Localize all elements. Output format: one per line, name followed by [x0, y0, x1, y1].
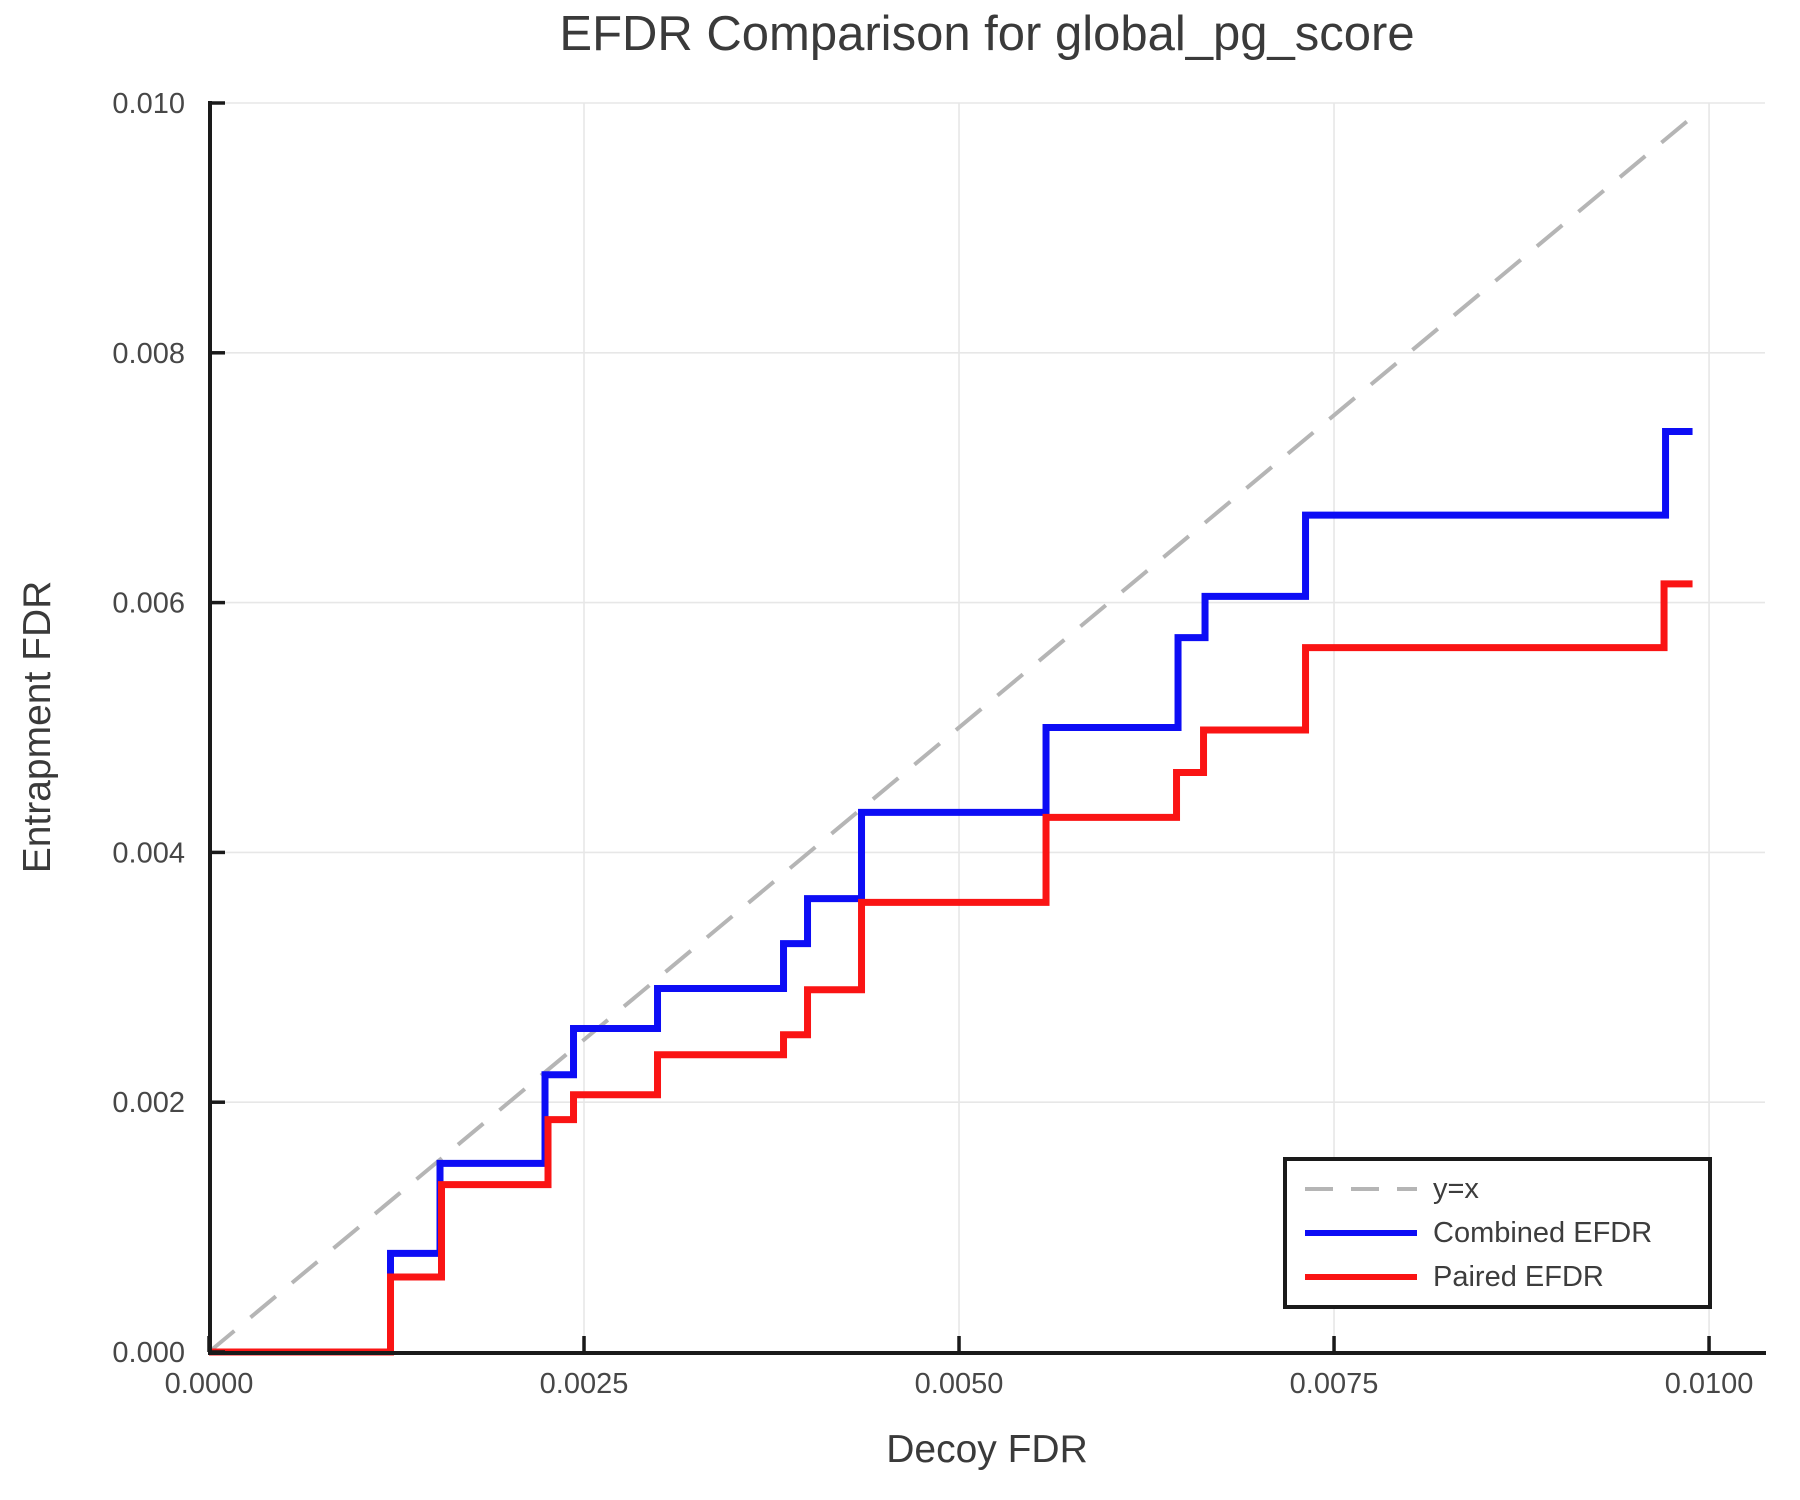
chart-title: EFDR Comparison for global_pg_score — [559, 7, 1415, 61]
y-tick-label: 0.006 — [112, 588, 185, 620]
legend-entry-label: Combined EFDR — [1433, 1216, 1653, 1249]
x-tick-label: 0.0000 — [165, 1368, 254, 1400]
legend-entry: y=x — [1301, 1170, 1708, 1209]
axis-tick-marks — [207, 101, 1711, 1354]
y-tick-label: 0.008 — [112, 338, 185, 370]
legend-line-sample — [1305, 1274, 1417, 1280]
data-series-lines — [209, 427, 1693, 1356]
legend-entry: Paired EFDR — [1301, 1258, 1708, 1297]
x-tick-label: 0.0100 — [1665, 1368, 1754, 1400]
y-tick-label: 0.002 — [112, 1087, 185, 1119]
x-tick-label: 0.0025 — [540, 1368, 629, 1400]
paired-efdr-step-line — [209, 580, 1693, 1356]
legend-entry: Combined EFDR — [1301, 1214, 1708, 1253]
y-tick-label: 0.010 — [112, 88, 185, 120]
axis-tick-labels: 0.0000 0.0025 0.0050 0.0075 0.0100 0.000 0.002… — [112, 88, 1753, 1400]
legend-entry-label: Paired EFDR — [1433, 1260, 1604, 1293]
combined-efdr-step-line — [209, 427, 1693, 1356]
x-tick-label: 0.0050 — [915, 1368, 1004, 1400]
legend-dashed-line-sample — [1305, 1187, 1417, 1191]
y-tick-label: 0.000 — [112, 1337, 185, 1369]
legend: y=x Combined EFDR Paired EFDR — [1283, 1157, 1712, 1309]
legend-entry-label: y=x — [1433, 1172, 1479, 1205]
x-tick-label: 0.0075 — [1290, 1368, 1379, 1400]
y-axis-label: Entrapment FDR — [16, 580, 59, 874]
legend-line-sample — [1305, 1230, 1417, 1236]
y-tick-label: 0.004 — [112, 837, 185, 869]
axis-spines — [208, 101, 1766, 1355]
x-axis-label: Decoy FDR — [886, 1428, 1088, 1471]
